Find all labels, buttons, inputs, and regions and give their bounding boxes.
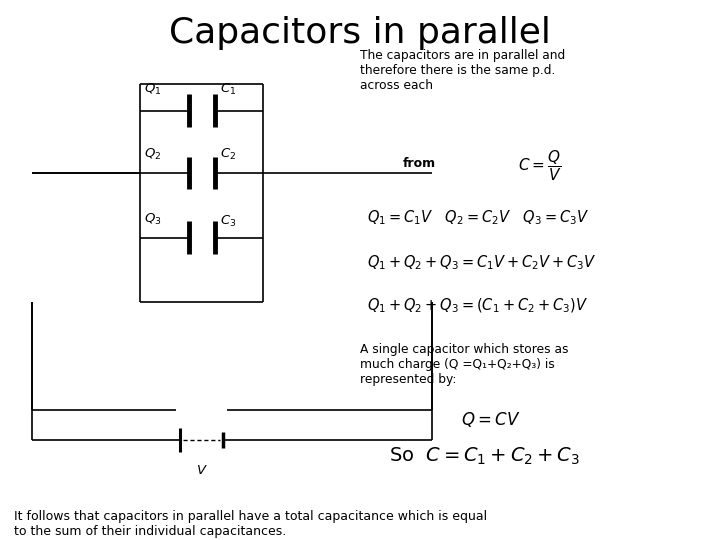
Text: $Q_2$: $Q_2$ bbox=[144, 147, 161, 162]
Text: $C = \dfrac{Q}{V}$: $C = \dfrac{Q}{V}$ bbox=[518, 148, 562, 183]
Text: $Q_1$: $Q_1$ bbox=[144, 82, 161, 97]
Text: $C_1$: $C_1$ bbox=[220, 82, 237, 97]
Text: $Q_1 + Q_2 + Q_3 = (C_1 + C_2 + C_3)V$: $Q_1 + Q_2 + Q_3 = (C_1 + C_2 + C_3)V$ bbox=[367, 297, 588, 315]
Text: from: from bbox=[403, 157, 436, 170]
Text: The capacitors are in parallel and
therefore there is the same p.d.
across each: The capacitors are in parallel and there… bbox=[360, 49, 565, 92]
Text: So  $C= C_1+C_2+C_3$: So $C= C_1+C_2+C_3$ bbox=[389, 446, 580, 467]
Text: $Q_1 + Q_2 + Q_3 = C_1V + C_2V + C_3V$: $Q_1 + Q_2 + Q_3 = C_1V + C_2V + C_3V$ bbox=[367, 254, 597, 273]
Text: $C_3$: $C_3$ bbox=[220, 214, 237, 230]
Text: $Q = CV$: $Q = CV$ bbox=[461, 410, 521, 429]
Text: Capacitors in parallel: Capacitors in parallel bbox=[169, 16, 551, 50]
Text: $Q_3$: $Q_3$ bbox=[144, 212, 161, 227]
Text: $C_2$: $C_2$ bbox=[220, 147, 236, 162]
Text: $Q_1 = C_1V \quad Q_2 = C_2V \quad Q_3 = C_3V$: $Q_1 = C_1V \quad Q_2 = C_2V \quad Q_3 =… bbox=[367, 208, 590, 227]
Text: A single capacitor which stores as
much charge (Q =Q₁+Q₂+Q₃) is
represented by:: A single capacitor which stores as much … bbox=[360, 343, 569, 386]
Text: $V$: $V$ bbox=[196, 464, 207, 477]
Text: It follows that capacitors in parallel have a total capacitance which is equal
t: It follows that capacitors in parallel h… bbox=[14, 510, 487, 538]
